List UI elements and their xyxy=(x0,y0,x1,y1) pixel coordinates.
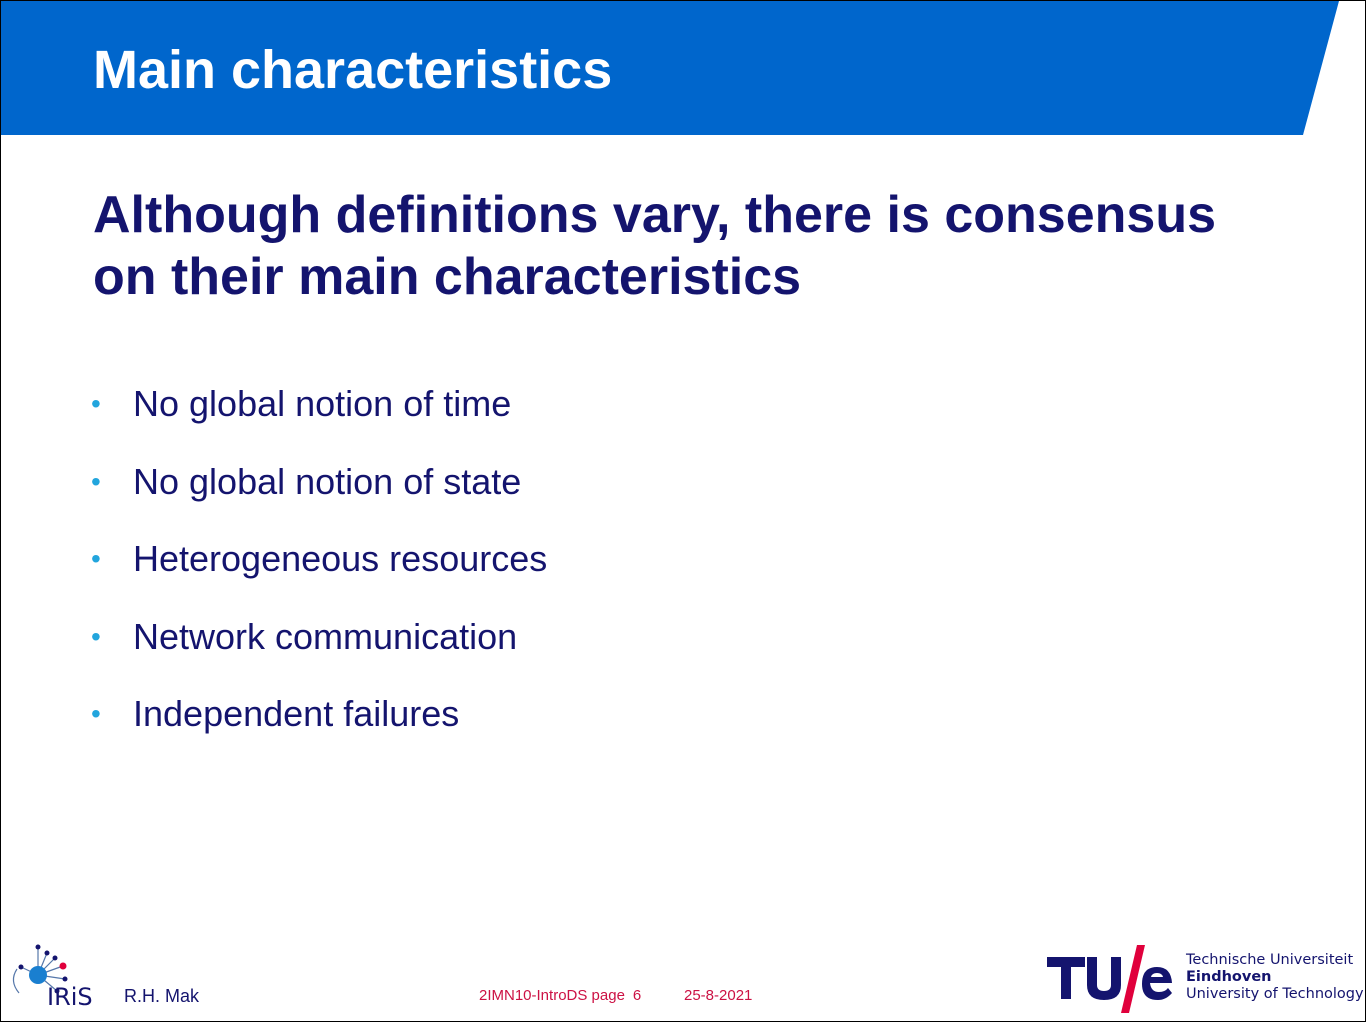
bullet-text: No global notion of state xyxy=(133,460,522,502)
university-line3: University of Technology xyxy=(1186,986,1364,1002)
bullet-icon: • xyxy=(91,465,101,497)
bullet-icon: • xyxy=(91,543,101,574)
university-name: Technische Universiteit Eindhoven Univer… xyxy=(1186,952,1364,1003)
course-page-label: 2IMN10-IntroDS page xyxy=(479,987,625,1004)
header-band xyxy=(1,1,1365,135)
iris-logo-icon: IRiS xyxy=(7,939,103,1011)
page-number: 6 xyxy=(632,987,642,1004)
slide-title: Main characteristics xyxy=(93,40,613,100)
university-line1: Technische Universiteit xyxy=(1186,952,1354,968)
iris-logo-text: IRiS xyxy=(47,983,93,1009)
footer-date: 25-8-2021 xyxy=(684,987,753,1004)
bullet-text: Heterogeneous resources xyxy=(133,538,548,579)
author-name: R.H. Mak xyxy=(124,986,200,1006)
bullet-icon: • xyxy=(91,388,101,419)
bullet-text: Network communication xyxy=(133,615,518,657)
university-line2: Eindhoven xyxy=(1186,969,1272,985)
slide-subtitle: Although definitions vary, there is cons… xyxy=(93,186,1217,306)
bullet-icon: • xyxy=(91,698,101,729)
bullet-icon: • xyxy=(91,620,101,652)
tue-logo-icon xyxy=(1045,943,1180,1013)
footer-course-page: 2IMN10-IntroDS page 6 xyxy=(479,987,641,1004)
bullet-text: No global notion of time xyxy=(133,383,512,424)
bullet-text: Independent failures xyxy=(133,693,460,734)
